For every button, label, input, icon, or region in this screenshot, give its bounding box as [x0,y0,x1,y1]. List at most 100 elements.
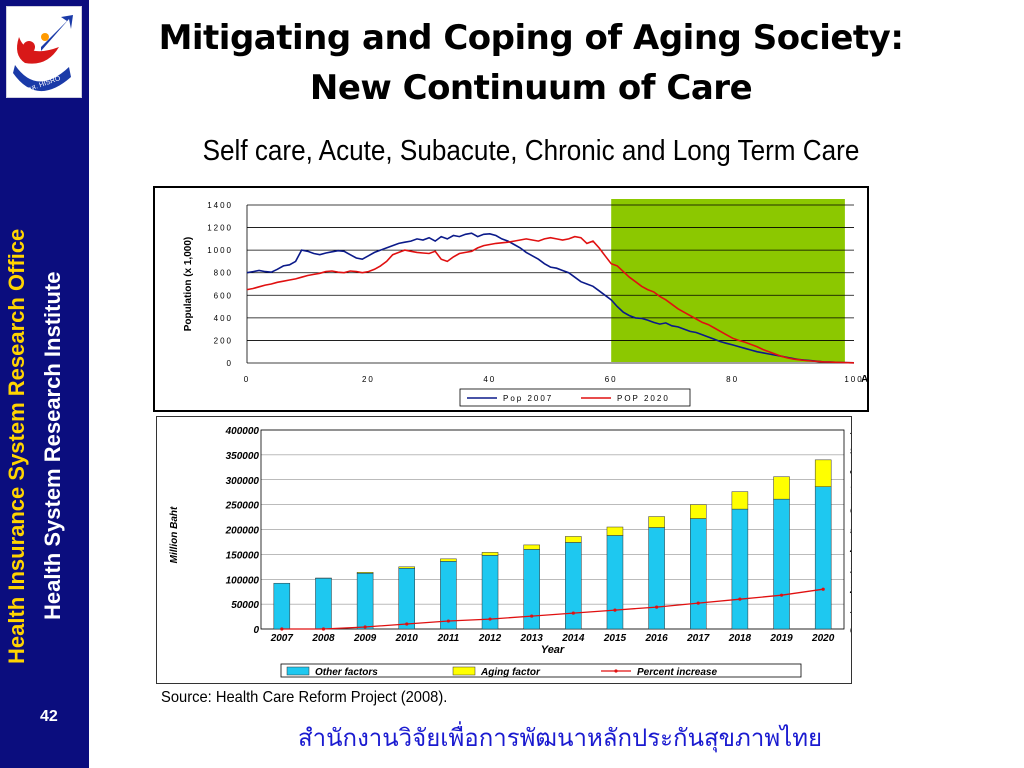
x-tick-label: 60 [605,375,618,384]
legend-label: Percent increase [637,667,717,678]
bar-other-factors [356,573,374,630]
percent-point [446,619,450,623]
hisro-logo: สวรส. HISRO [6,6,82,98]
legend-label: Pop 2007 [503,394,553,403]
x-tick-label: 2017 [686,633,710,644]
legend-swatch-marker [614,669,618,673]
expenditure-chart-svg: 0 50000 100000 150000 200000 250000 300000 3500… [169,426,936,678]
x-tick-label: 2009 [353,633,377,644]
sidebar: สวรส. HISRO Health Insurance System Rese… [0,0,89,768]
y-tick-label: 1000 [207,246,233,255]
slide-title-line2: New Continuum of Care [309,68,753,108]
percent-point [363,625,367,629]
y-tick-label: 600 [214,291,233,300]
x-tick-label: 20 [362,375,375,384]
legend-label: Other factors [315,667,378,678]
y-tick-label: 0 [253,625,259,636]
population-chart: 0 200 400 600 800 1000 1200 1400 0 20 40 60 80 100Age… [153,186,880,412]
bar-other-factors [273,582,291,630]
bar-other-factors [565,542,582,630]
x-tick-label: 80 [726,375,739,384]
y-tick-label: 300000 [226,476,260,487]
legend: Other factors Aging factor Percent increas… [280,663,802,678]
bar-aging-factor [690,504,707,519]
plot-frame [260,429,845,630]
y-tick-label: 1400 [207,201,233,210]
x-tick-label: 2008 [311,633,335,644]
y2-tick-label: 20% [849,585,851,596]
y2-tick-label: 60% [850,506,851,517]
percent-point [655,605,659,609]
series-line-pop-2007 [246,232,855,364]
y-tick-label: 800 [214,269,233,278]
bar-other-factors [398,568,415,630]
x-tick-label: 0 [244,375,250,384]
bar-aging-factor [481,552,499,556]
bar-other-factors [440,561,457,630]
y-tick-label: 150000 [226,550,260,561]
percent-point [530,614,534,618]
y2-tick-label: 50% [850,526,851,537]
bar-aging-factor [565,536,582,543]
bar-other-factors [315,578,332,630]
percent-point [488,617,492,621]
bar-aging-factor [731,491,749,510]
slide-title-line1: Mitigating and Coping of Aging Society: [158,18,904,58]
x-tick-label: 100 [844,375,863,384]
series-line-pop-2020 [246,235,855,364]
y-axis-label: Million Baht [169,506,180,563]
x-axis-label: Age [861,374,867,385]
y2-tick-label: 10% [850,605,851,616]
y-tick-label: 250000 [225,501,260,512]
expenditure-chart: 0 50000 100000 150000 200000 250000 300000 3500… [156,416,936,684]
highlight-region [611,199,845,362]
y-tick-label: 200 [214,336,233,345]
percent-point [779,593,784,597]
x-tick-label: 2016 [644,633,668,644]
bar-other-factors [814,486,832,630]
bar-aging-factor [648,516,665,528]
y-tick-label: 350000 [226,451,260,462]
legend-box [459,388,691,407]
bar-other-factors [731,508,749,630]
y2-tick-label: 90% [850,446,851,457]
y2-tick-label: 40% [849,545,851,556]
x-tick-label: 2011 [437,633,460,644]
y-tick-label: 100000 [226,575,260,586]
y2-tick-label: 30% [850,565,851,576]
page-number: 42 [40,708,58,725]
percent-point [405,622,409,626]
legend-swatch [452,666,476,676]
bar-aging-factor [606,526,624,536]
bar-aging-factor [398,566,415,569]
slide-subtitle: Self care, Acute, Subacute, Chronic and … [202,135,860,167]
legend: Pop 2007 POP 2020 [459,388,691,407]
y2-tick-label: 70% [850,486,851,497]
x-tick-label: 2020 [811,633,835,644]
y2-tick-label: 0% [850,625,851,636]
percent-point [613,608,617,612]
y-tick-label: 400 [214,314,233,323]
x-axis-label: Year [541,644,565,656]
y2-tick-label: 80% [850,466,851,477]
x-tick-label: 40 [483,375,496,384]
x-tick-label: 2013 [520,633,544,644]
x-tick-label: 2019 [769,633,793,644]
percent-point [280,627,284,631]
x-tick-label: 2014 [561,633,585,644]
percent-point [571,611,575,615]
org-name-institute: Health System Research Institute [40,271,65,620]
bar-aging-factor [356,572,374,574]
bar-aging-factor [523,544,540,550]
y-tick-label: 1200 [207,224,233,233]
bar-aging-factor [440,558,457,562]
series-line-percent-increase [281,588,824,630]
bar-other-factors [690,518,707,630]
bar-aging-factor [814,459,832,487]
bar-other-factors [773,498,790,630]
x-tick-label: 2015 [603,633,627,644]
x-tick-label: 2012 [478,633,502,644]
org-name-insurance: Health Insurance System Research Office [4,228,29,664]
bar-other-factors [606,535,624,630]
x-tick-label: 2010 [395,633,419,644]
